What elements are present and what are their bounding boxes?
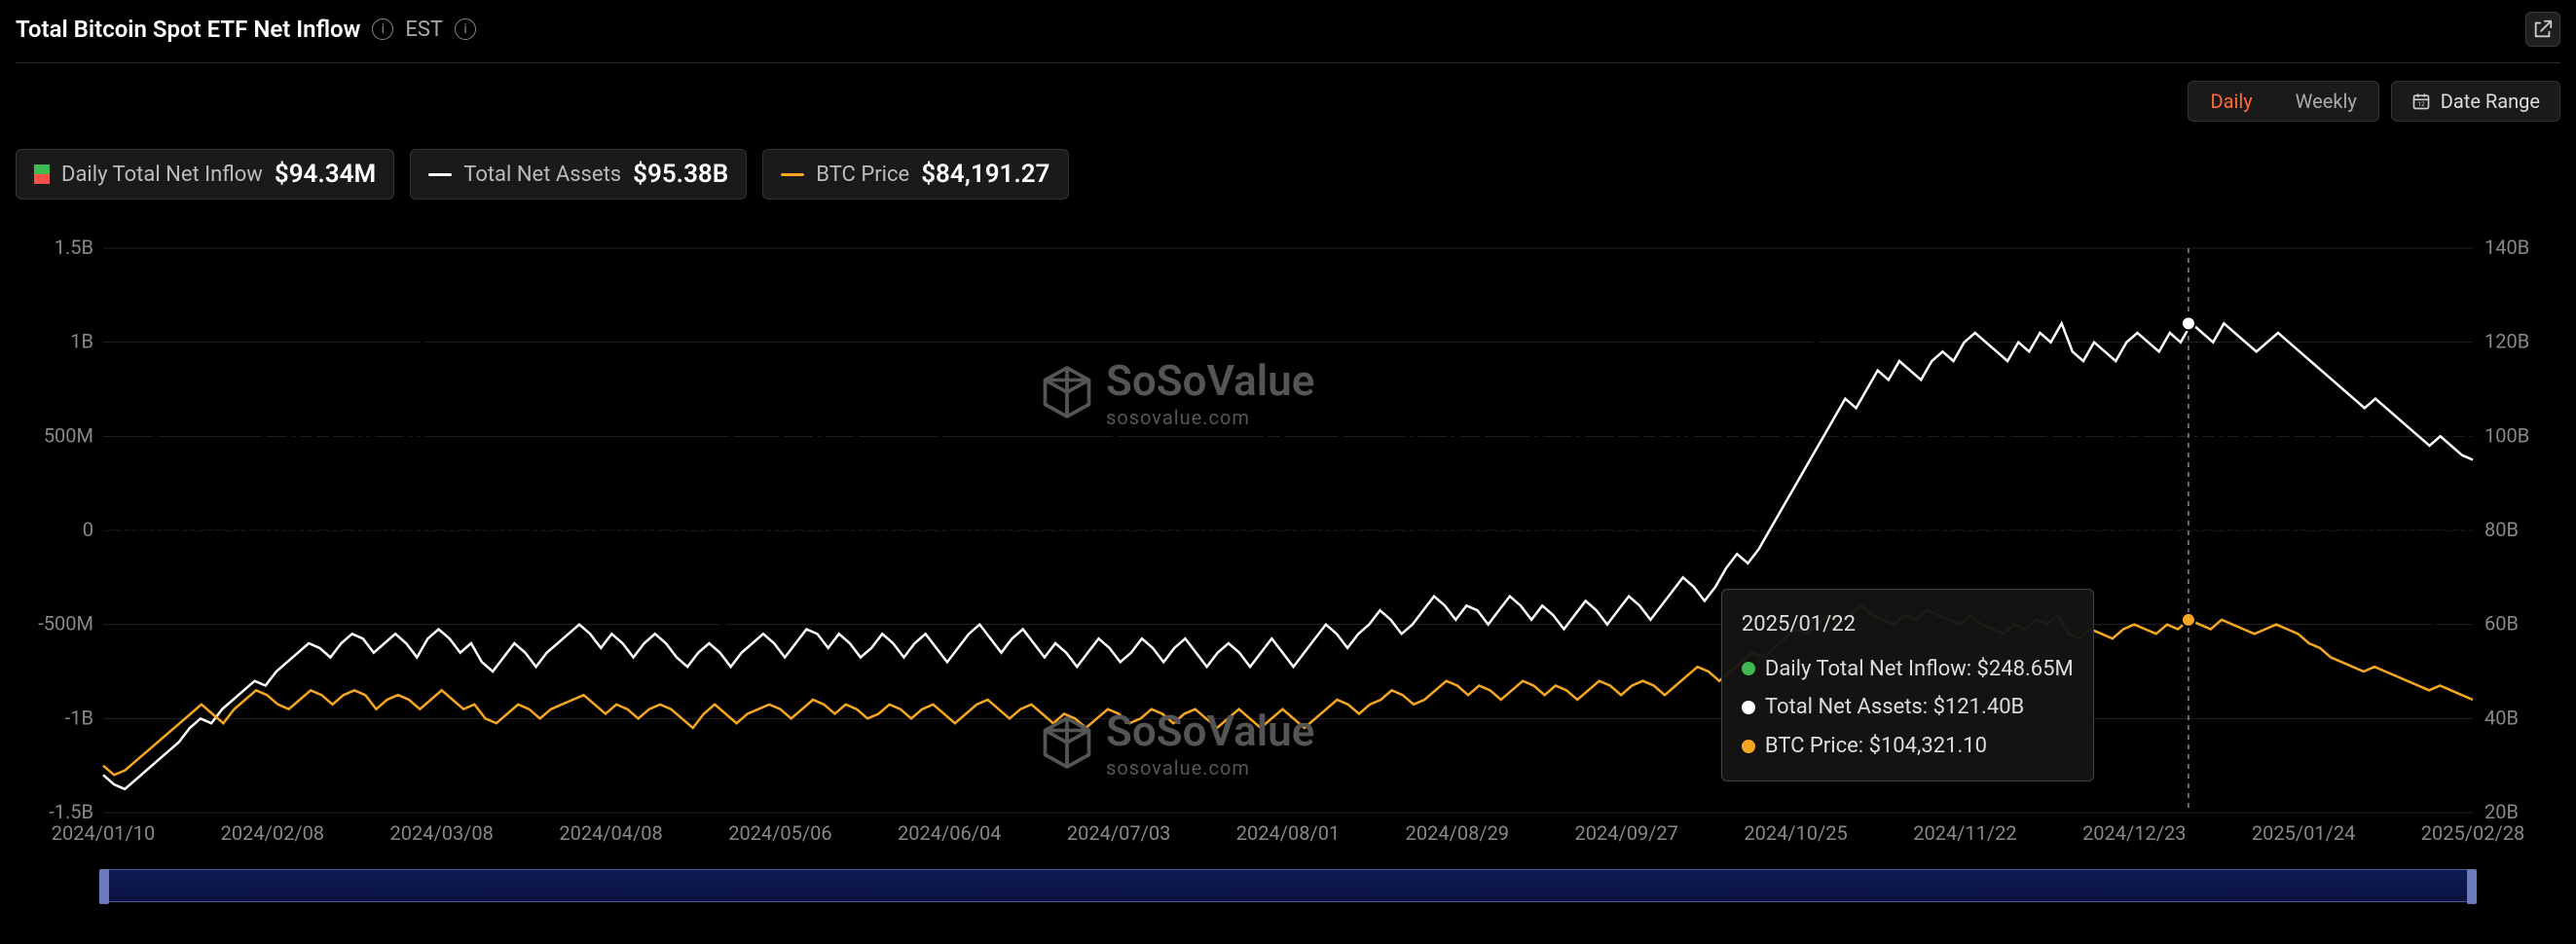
legend-inflow-label: Daily Total Net Inflow bbox=[61, 163, 263, 187]
svg-text:2024/02/08: 2024/02/08 bbox=[221, 821, 324, 845]
svg-text:60B: 60B bbox=[2484, 612, 2519, 635]
svg-text:500M: 500M bbox=[44, 423, 93, 447]
header-left: Total Bitcoin Spot ETF Net Inflow i EST … bbox=[16, 16, 476, 43]
time-scrub-bar[interactable] bbox=[103, 869, 2473, 902]
line-marker-icon bbox=[781, 173, 804, 176]
chart-header: Total Bitcoin Spot ETF Net Inflow i EST … bbox=[16, 12, 2560, 63]
timezone-info-icon[interactable]: i bbox=[455, 18, 476, 40]
legend-row: Daily Total Net Inflow $94.34M Total Net… bbox=[16, 149, 2560, 200]
info-icon[interactable]: i bbox=[372, 18, 393, 40]
svg-text:40B: 40B bbox=[2484, 706, 2519, 729]
svg-text:2024/05/06: 2024/05/06 bbox=[728, 821, 831, 845]
svg-text:1.5B: 1.5B bbox=[55, 238, 93, 259]
legend-inflow[interactable]: Daily Total Net Inflow $94.34M bbox=[16, 149, 394, 200]
chart-area[interactable]: 1.5B 1B 500M 0 -500M -1B -1.5B 140B 120B 100B 80B 6… bbox=[16, 238, 2560, 861]
svg-text:-1.5B: -1.5B bbox=[49, 800, 93, 823]
svg-text:2025/02/28: 2025/02/28 bbox=[2421, 821, 2524, 845]
weekly-toggle[interactable]: Weekly bbox=[2274, 82, 2378, 121]
bar-marker-icon bbox=[34, 164, 50, 184]
calendar-icon: 12 bbox=[2411, 91, 2431, 111]
svg-text:1B: 1B bbox=[70, 330, 93, 353]
daily-toggle[interactable]: Daily bbox=[2189, 82, 2273, 121]
interval-toggle: Daily Weekly bbox=[2188, 81, 2378, 122]
legend-assets-label: Total Net Assets bbox=[463, 163, 621, 187]
svg-text:2024/08/29: 2024/08/29 bbox=[1406, 821, 1509, 845]
svg-text:80B: 80B bbox=[2484, 518, 2519, 541]
legend-price-value: $84,191.27 bbox=[921, 160, 1049, 189]
svg-text:20B: 20B bbox=[2484, 800, 2519, 823]
share-icon bbox=[2532, 18, 2554, 40]
svg-text:2025/01/24: 2025/01/24 bbox=[2252, 821, 2355, 845]
legend-inflow-value: $94.34M bbox=[275, 160, 376, 189]
timezone-label: EST bbox=[405, 18, 443, 42]
chart-svg: 1.5B 1B 500M 0 -500M -1B -1.5B 140B 120B 100B 80B 6… bbox=[16, 238, 2560, 861]
svg-text:0: 0 bbox=[83, 518, 93, 541]
svg-text:2024/09/27: 2024/09/27 bbox=[1574, 821, 1677, 845]
svg-text:100B: 100B bbox=[2484, 423, 2529, 447]
svg-text:12: 12 bbox=[2417, 100, 2425, 108]
svg-text:2024/12/23: 2024/12/23 bbox=[2082, 821, 2186, 845]
svg-text:2024/03/08: 2024/03/08 bbox=[389, 821, 493, 845]
scrub-handle-left[interactable] bbox=[99, 869, 109, 904]
svg-text:2024/11/22: 2024/11/22 bbox=[1913, 821, 2016, 845]
legend-assets-value: $95.38B bbox=[633, 160, 728, 189]
svg-text:2024/06/04: 2024/06/04 bbox=[898, 821, 1001, 845]
scrub-handle-right[interactable] bbox=[2467, 869, 2477, 904]
share-button[interactable] bbox=[2525, 12, 2560, 47]
legend-price[interactable]: BTC Price $84,191.27 bbox=[762, 149, 1068, 200]
chart-title: Total Bitcoin Spot ETF Net Inflow bbox=[16, 16, 360, 43]
date-range-label: Date Range bbox=[2441, 90, 2540, 113]
svg-text:2024/10/25: 2024/10/25 bbox=[1744, 821, 1847, 845]
svg-text:140B: 140B bbox=[2484, 238, 2529, 259]
line-marker-icon bbox=[428, 173, 452, 176]
controls-row: Daily Weekly 12 Date Range bbox=[16, 81, 2560, 122]
svg-text:2024/04/08: 2024/04/08 bbox=[559, 821, 662, 845]
date-range-button[interactable]: 12 Date Range bbox=[2391, 81, 2560, 122]
svg-text:2024/07/03: 2024/07/03 bbox=[1067, 821, 1170, 845]
legend-price-label: BTC Price bbox=[816, 163, 909, 187]
svg-text:-500M: -500M bbox=[38, 612, 93, 635]
legend-assets[interactable]: Total Net Assets $95.38B bbox=[410, 149, 747, 200]
svg-text:2024/01/10: 2024/01/10 bbox=[52, 821, 155, 845]
svg-text:-1B: -1B bbox=[65, 706, 93, 729]
svg-text:2024/08/01: 2024/08/01 bbox=[1236, 821, 1340, 845]
svg-text:120B: 120B bbox=[2484, 330, 2529, 353]
